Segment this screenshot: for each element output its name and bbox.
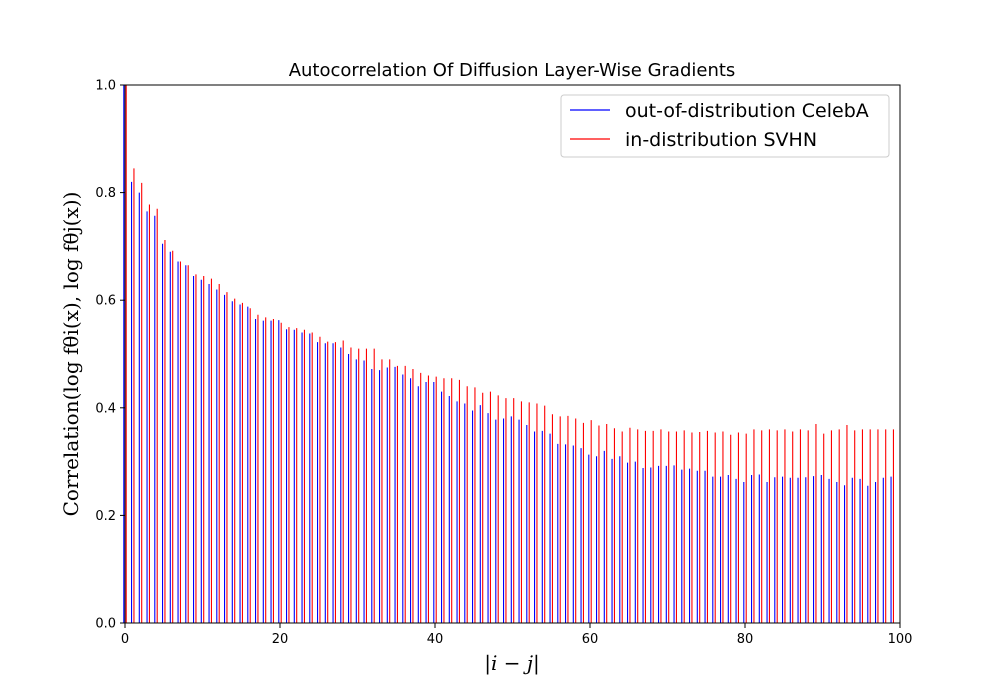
ticks-group: 0 20 40 60 80 100 0.0 0.2 0.4 0.6 0.8 1.0 bbox=[95, 79, 912, 648]
y-tick-label: 0.4 bbox=[95, 401, 116, 416]
y-axis-label: Correlation(log fθi(x), log fθj(x)) bbox=[59, 192, 83, 517]
x-axis-label: |i − j| bbox=[484, 651, 540, 676]
y-tick-label: 0.0 bbox=[95, 617, 116, 632]
x-tick-label: 0 bbox=[121, 632, 129, 647]
y-tick-label: 0.6 bbox=[95, 294, 116, 309]
legend-box bbox=[560, 94, 890, 158]
chart-title: Autocorrelation Of Diffusion Layer-Wise … bbox=[289, 60, 736, 81]
y-tick-label: 1.0 bbox=[95, 79, 116, 94]
x-tick-label: 20 bbox=[272, 632, 289, 647]
x-tick-label: 80 bbox=[737, 632, 754, 647]
legend-label-celeba: out-of-distribution CelebA bbox=[625, 100, 869, 122]
legend-label-svhn: in-distribution SVHN bbox=[625, 129, 817, 151]
x-tick-label: 100 bbox=[888, 632, 913, 647]
x-tick-label: 60 bbox=[582, 632, 599, 647]
plot-frame bbox=[124, 84, 901, 624]
x-tick-label: 40 bbox=[427, 632, 444, 647]
y-tick-label: 0.2 bbox=[95, 509, 116, 524]
legend: out-of-distribution CelebA in-distributi… bbox=[560, 94, 890, 158]
bars-group bbox=[123, 85, 895, 623]
y-tick-label: 0.8 bbox=[95, 186, 116, 201]
